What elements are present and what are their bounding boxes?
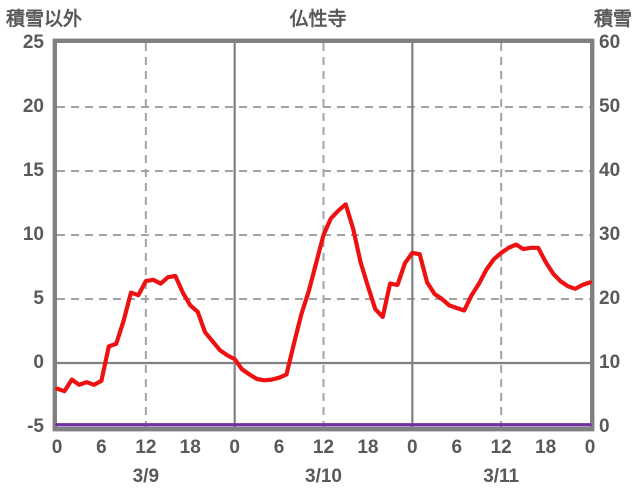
x-axis-date-label: 3/11 [483, 466, 520, 487]
y-axis-right-tick-label: 60 [599, 32, 621, 53]
y-axis-left-tick-label: 0 [33, 352, 44, 373]
y-axis-right-tick-label: 50 [599, 96, 621, 117]
x-axis-tick-label: 0 [407, 437, 418, 458]
x-axis-date-label: 3/10 [305, 466, 342, 487]
x-axis-tick-label: 18 [535, 437, 557, 458]
x-axis-tick-label: 12 [312, 437, 335, 458]
y-axis-left-tick-label: 25 [22, 32, 44, 53]
x-axis-date-label: 3/9 [132, 466, 160, 487]
x-axis-tick-label: 0 [51, 437, 63, 458]
y-axis-right-tick-label: 30 [599, 224, 621, 245]
y-axis-right-tick-label: 10 [599, 352, 621, 373]
right-axis-title: 積雪 [593, 9, 632, 30]
y-axis-left-tick-label: 10 [22, 224, 44, 245]
x-axis-tick-label: 12 [490, 437, 512, 458]
x-axis-tick-label: 6 [451, 437, 463, 458]
y-axis-left-tick-label: 20 [22, 96, 44, 117]
x-axis-tick-label: 0 [229, 437, 240, 458]
left-axis-title: 積雪以外 [6, 9, 83, 30]
x-axis-tick-label: 18 [179, 437, 201, 458]
y-axis-left-tick-label: 5 [33, 288, 44, 309]
x-axis-tick-label: 0 [584, 437, 596, 458]
y-axis-right-tick-label: 0 [599, 416, 610, 437]
y-axis-left-tick-label: 15 [22, 160, 44, 181]
plot-border [52, 38, 595, 432]
x-axis-tick-label: 12 [135, 437, 157, 458]
x-axis-tick-label: 6 [273, 437, 285, 458]
x-axis-tick-label: 6 [96, 437, 107, 458]
chart-title: 仏性寺 [289, 9, 347, 30]
y-axis-right-tick-label: 40 [599, 160, 621, 181]
x-axis-tick-label: 18 [357, 437, 379, 458]
y-axis-left-tick-label: -5 [27, 416, 44, 437]
non-snow-series-line [54, 202, 593, 394]
y-axis-right-tick-label: 20 [599, 288, 621, 309]
